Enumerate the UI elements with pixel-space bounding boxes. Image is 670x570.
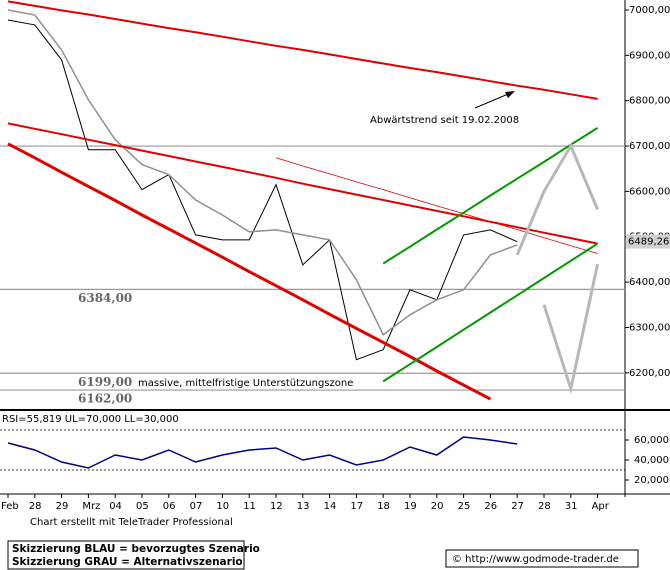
x-tick-label: 13 [297,501,310,512]
x-tick-label: 12 [270,501,283,512]
copyright: © http://www.godmode-trader.de [452,554,619,565]
x-tick-label: 29 [56,501,69,512]
series-line [7,9,518,336]
x-tick-label: 26 [484,501,497,512]
y-tick-label: 6700,00 [629,141,670,152]
notes-box [7,540,245,570]
note: Skizzierung GRAU = Alternativszenario [12,556,243,568]
series-line [7,0,598,100]
rsi-title: RSI=55,819 UL=70,000 LL=30,000 [2,414,179,425]
y-tick-label: 6600,00 [629,186,670,197]
annotation-arrowhead [505,91,515,98]
level-label: 6162,00 [78,392,132,406]
credit: Chart erstellt mit TeleTrader Profession… [30,517,233,528]
annotation: Abwärtstrend seit 19.02.2008 [370,115,519,126]
annotation: massive, mittelfristige Unterstützungszo… [138,378,353,389]
x-tick-label: 11 [243,501,256,512]
x-tick-label: 07 [190,501,203,512]
x-tick-label: Feb [1,501,19,512]
x-tick-label: Apr [592,501,610,512]
series-line [7,142,492,401]
last-price-box [626,234,670,249]
x-tick-label: 10 [216,501,229,512]
series-line [382,127,599,265]
level-label: 6199,00 [78,375,132,389]
x-tick-label: Mrz [82,501,100,512]
note: Skizzierung BLAU = bevorzugtes Szenario [12,543,260,555]
series-line [7,436,518,469]
x-tick-label: 14 [324,501,337,512]
y-tick-label: 40,000 [634,455,669,466]
y-tick-label: 7000,00 [629,5,670,16]
x-tick-label: 06 [163,501,176,512]
y-tick-label: 6200,00 [629,368,670,379]
x-tick-label: 04 [109,501,122,512]
x-tick-label: 17 [350,501,363,512]
series-line [515,142,599,256]
y-tick-label: 6400,00 [629,277,670,288]
y-tick-label: 6900,00 [629,50,670,61]
y-tick-label: 6800,00 [629,96,670,107]
y-tick-label: 6300,00 [629,322,670,333]
x-tick-label: 20 [431,501,444,512]
x-tick-label: 28 [29,501,42,512]
copyright-box [445,549,639,568]
last-price-label: 6489,26 [628,237,669,248]
x-tick-label: 31 [565,501,578,512]
x-tick-label: 25 [458,501,471,512]
x-tick-label: 18 [377,501,390,512]
series-line [275,157,598,254]
series-line [7,19,518,361]
x-tick-label: 05 [136,501,149,512]
y-tick-label: 60,000 [634,435,669,446]
x-tick-label: 28 [538,501,551,512]
series-line [382,242,599,383]
series-line [542,263,600,395]
series-line [7,122,598,245]
x-tick-label: 27 [511,501,524,512]
level-label: 6384,00 [78,291,132,305]
x-tick-label: 19 [404,501,417,512]
y-tick-label: 20,000 [634,475,669,486]
